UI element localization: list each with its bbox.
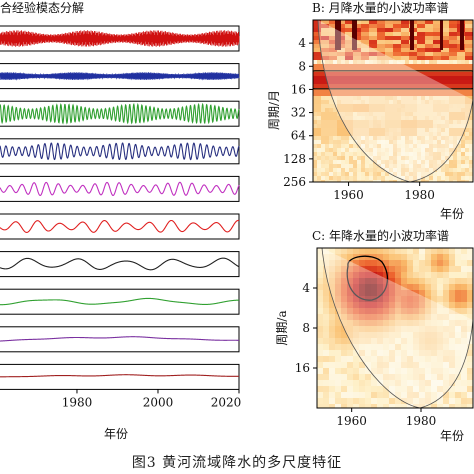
imf-9-line [0, 336, 240, 342]
figure-caption: 图3 黄河流域降水的多尺度特征 [131, 455, 343, 471]
panel-b-peak-4 [440, 20, 443, 50]
panel-c-ytick-label-16: 16 [295, 361, 310, 375]
panel-b-peak-1 [335, 20, 341, 50]
panel-b-xtick-label-1980: 1980 [404, 188, 435, 202]
panel-b-peak-2 [352, 20, 357, 50]
panel-a-xlabel: 年份 [104, 427, 128, 441]
panel-b-ytick-label-256: 256 [283, 175, 306, 189]
panel-a-x-axis: 1980 2000 2020 [62, 389, 242, 409]
panel-a-xtick-label-1980: 1980 [62, 395, 93, 409]
imf-8-frame [0, 288, 240, 315]
panel-a-title: 合经验模态分解 [0, 0, 84, 15]
imf-10-line [0, 374, 239, 378]
imf-3-line [0, 102, 240, 125]
panel-b-xlabel: 年份 [440, 207, 464, 221]
panel-c-xtick-label-1960: 1960 [336, 414, 367, 428]
panel-b-x-axis: 1960 1980 [333, 182, 435, 202]
panel-b-significance-contour [313, 70, 473, 90]
imf-5-line [0, 181, 240, 197]
panel-b-ylabel: 周期/月 [267, 90, 281, 130]
panel-b-ytick-label-4: 4 [298, 36, 306, 50]
panel-c-heatmap [317, 248, 473, 408]
imf-1-line [0, 30, 240, 47]
panel-c-xlabel: 年份 [440, 429, 464, 443]
imf-8-line [0, 297, 240, 306]
imf-7-frame [0, 251, 240, 278]
imf-9-frame [0, 326, 240, 353]
imf-7-line [0, 257, 240, 271]
panel-b-ytick-label-64: 64 [291, 129, 307, 143]
panel-c-ytick-label-8: 8 [302, 321, 310, 335]
imf-2-line [0, 72, 240, 81]
panel-c-x-axis: 1960 1980 [336, 408, 436, 428]
panel-b-ytick-label-8: 8 [298, 59, 306, 73]
panel-b-xtick-label-1960: 1960 [333, 188, 364, 202]
panel-a: 合经验模态分解 1980 2000 2020 年份 [0, 0, 241, 441]
imf-4-line [0, 142, 240, 161]
imf-panels [0, 25, 240, 390]
panel-c-significance-contour [346, 255, 389, 301]
panel-b-ytick-label-128: 128 [283, 152, 306, 166]
panel-b-peak-5 [460, 20, 464, 50]
panel-b-frame [312, 19, 474, 183]
panel-c-cone-of-influence [321, 248, 473, 408]
panel-b-ytick-label-16: 16 [291, 82, 306, 96]
panel-c-title: C: 年降水量的小波功率谱 [312, 228, 449, 243]
panel-b-ytick-label-32: 32 [291, 106, 306, 120]
imf-5-frame [0, 175, 240, 202]
panel-b-cone-of-influence [317, 20, 473, 182]
panel-c: C: 年降水量的小波功率谱 4 8 16 1960 1980 周期/a 年份 [275, 228, 474, 443]
panel-a-xtick-label-2000: 2000 [143, 395, 174, 409]
imf-10-frame [0, 363, 240, 390]
panel-c-ytick-label-4: 4 [302, 281, 310, 295]
panel-c-ylabel: 周期/a [275, 310, 289, 345]
panel-a-xtick-label-2020: 2020 [211, 395, 242, 409]
panel-b: B: 月降水量的小波功率谱 4 8 16 32 64 128 256 1960 1980 周期… [267, 0, 474, 221]
imf-4-frame [0, 138, 240, 165]
imf-6-frame [0, 213, 240, 240]
panel-c-xtick-label-1980: 1980 [406, 414, 437, 428]
panel-b-heatmap [313, 20, 473, 182]
panel-b-y-axis: 4 8 16 32 64 128 256 [283, 36, 313, 189]
imf-6-line [0, 219, 240, 233]
panel-b-title: B: 月降水量的小波功率谱 [312, 0, 449, 15]
imf-3-frame [0, 100, 240, 127]
panel-b-peak-3 [410, 20, 414, 50]
panel-c-y-axis: 4 8 16 [295, 281, 317, 375]
